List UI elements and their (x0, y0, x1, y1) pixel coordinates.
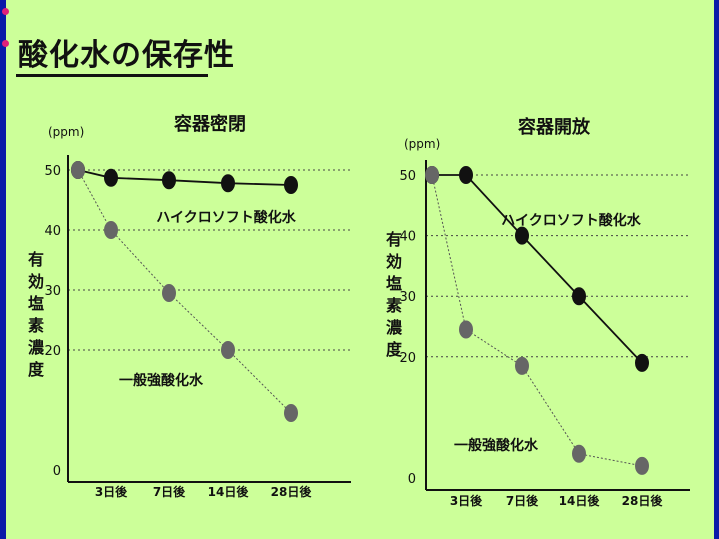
data-point (572, 444, 586, 463)
data-point (635, 353, 649, 372)
data-point (459, 320, 473, 339)
svg-text:素: 素 (386, 296, 402, 315)
y-tick-label: 20 (44, 344, 61, 359)
svg-text:塩: 塩 (28, 294, 44, 313)
y-tick-label: 50 (399, 169, 416, 184)
y-tick-label: 50 (44, 164, 61, 179)
svg-text:効: 効 (28, 272, 44, 291)
x-tick-label: 7日後 (506, 493, 539, 508)
data-point (104, 168, 118, 187)
x-tick-label: 28日後 (271, 484, 313, 499)
x-tick-label: 3日後 (450, 493, 483, 508)
svg-text:度: 度 (386, 340, 403, 359)
data-point (635, 456, 649, 475)
accent-dot (2, 8, 9, 15)
title-underline (16, 74, 208, 77)
svg-text:度: 度 (28, 360, 45, 379)
x-tick-label: 7日後 (153, 484, 186, 499)
series-label: 一般強酸化水 (454, 437, 539, 454)
data-point (572, 287, 586, 306)
x-tick-label: 14日後 (559, 493, 601, 508)
data-point (162, 171, 176, 190)
data-point (284, 404, 298, 422)
x-tick-label: 28日後 (622, 493, 664, 508)
y-tick-label: 40 (44, 224, 61, 239)
data-point (459, 166, 473, 184)
svg-text:濃: 濃 (386, 318, 403, 337)
data-point (515, 226, 529, 245)
series-line (77, 169, 292, 414)
data-point (104, 221, 118, 239)
data-point (425, 166, 439, 184)
accent-dot (2, 40, 9, 47)
y-tick-label: 0 (408, 472, 416, 487)
svg-text:塩: 塩 (386, 274, 402, 293)
data-point (515, 356, 529, 375)
chart-title: 容器密閉 (174, 113, 246, 135)
svg-text:有: 有 (28, 250, 44, 269)
page-title: 酸化水の保存性 (18, 38, 235, 73)
series-label: ハイクロソフト酸化水 (156, 209, 296, 226)
y-tick-label: 20 (399, 351, 416, 366)
y-unit-label: (ppm) (48, 125, 84, 139)
series-label: 一般強酸化水 (119, 372, 204, 389)
series-label: ハイクロソフト酸化水 (501, 212, 641, 229)
y-tick-label: 40 (399, 230, 416, 245)
y-tick-label: 0 (53, 464, 61, 479)
svg-text:濃: 濃 (28, 338, 45, 357)
data-point (162, 284, 176, 302)
chart-title: 容器開放 (518, 116, 591, 138)
data-point (284, 176, 298, 194)
x-tick-label: 14日後 (208, 484, 250, 499)
y-tick-label: 30 (399, 290, 416, 305)
y-tick-label: 30 (44, 284, 61, 299)
svg-text:効: 効 (386, 252, 402, 271)
data-point (71, 161, 85, 179)
data-point (221, 341, 235, 359)
data-point (221, 174, 235, 193)
y-unit-label: (ppm) (404, 137, 440, 151)
x-tick-label: 3日後 (95, 484, 128, 499)
svg-text:有: 有 (386, 230, 402, 249)
svg-text:素: 素 (28, 316, 44, 335)
